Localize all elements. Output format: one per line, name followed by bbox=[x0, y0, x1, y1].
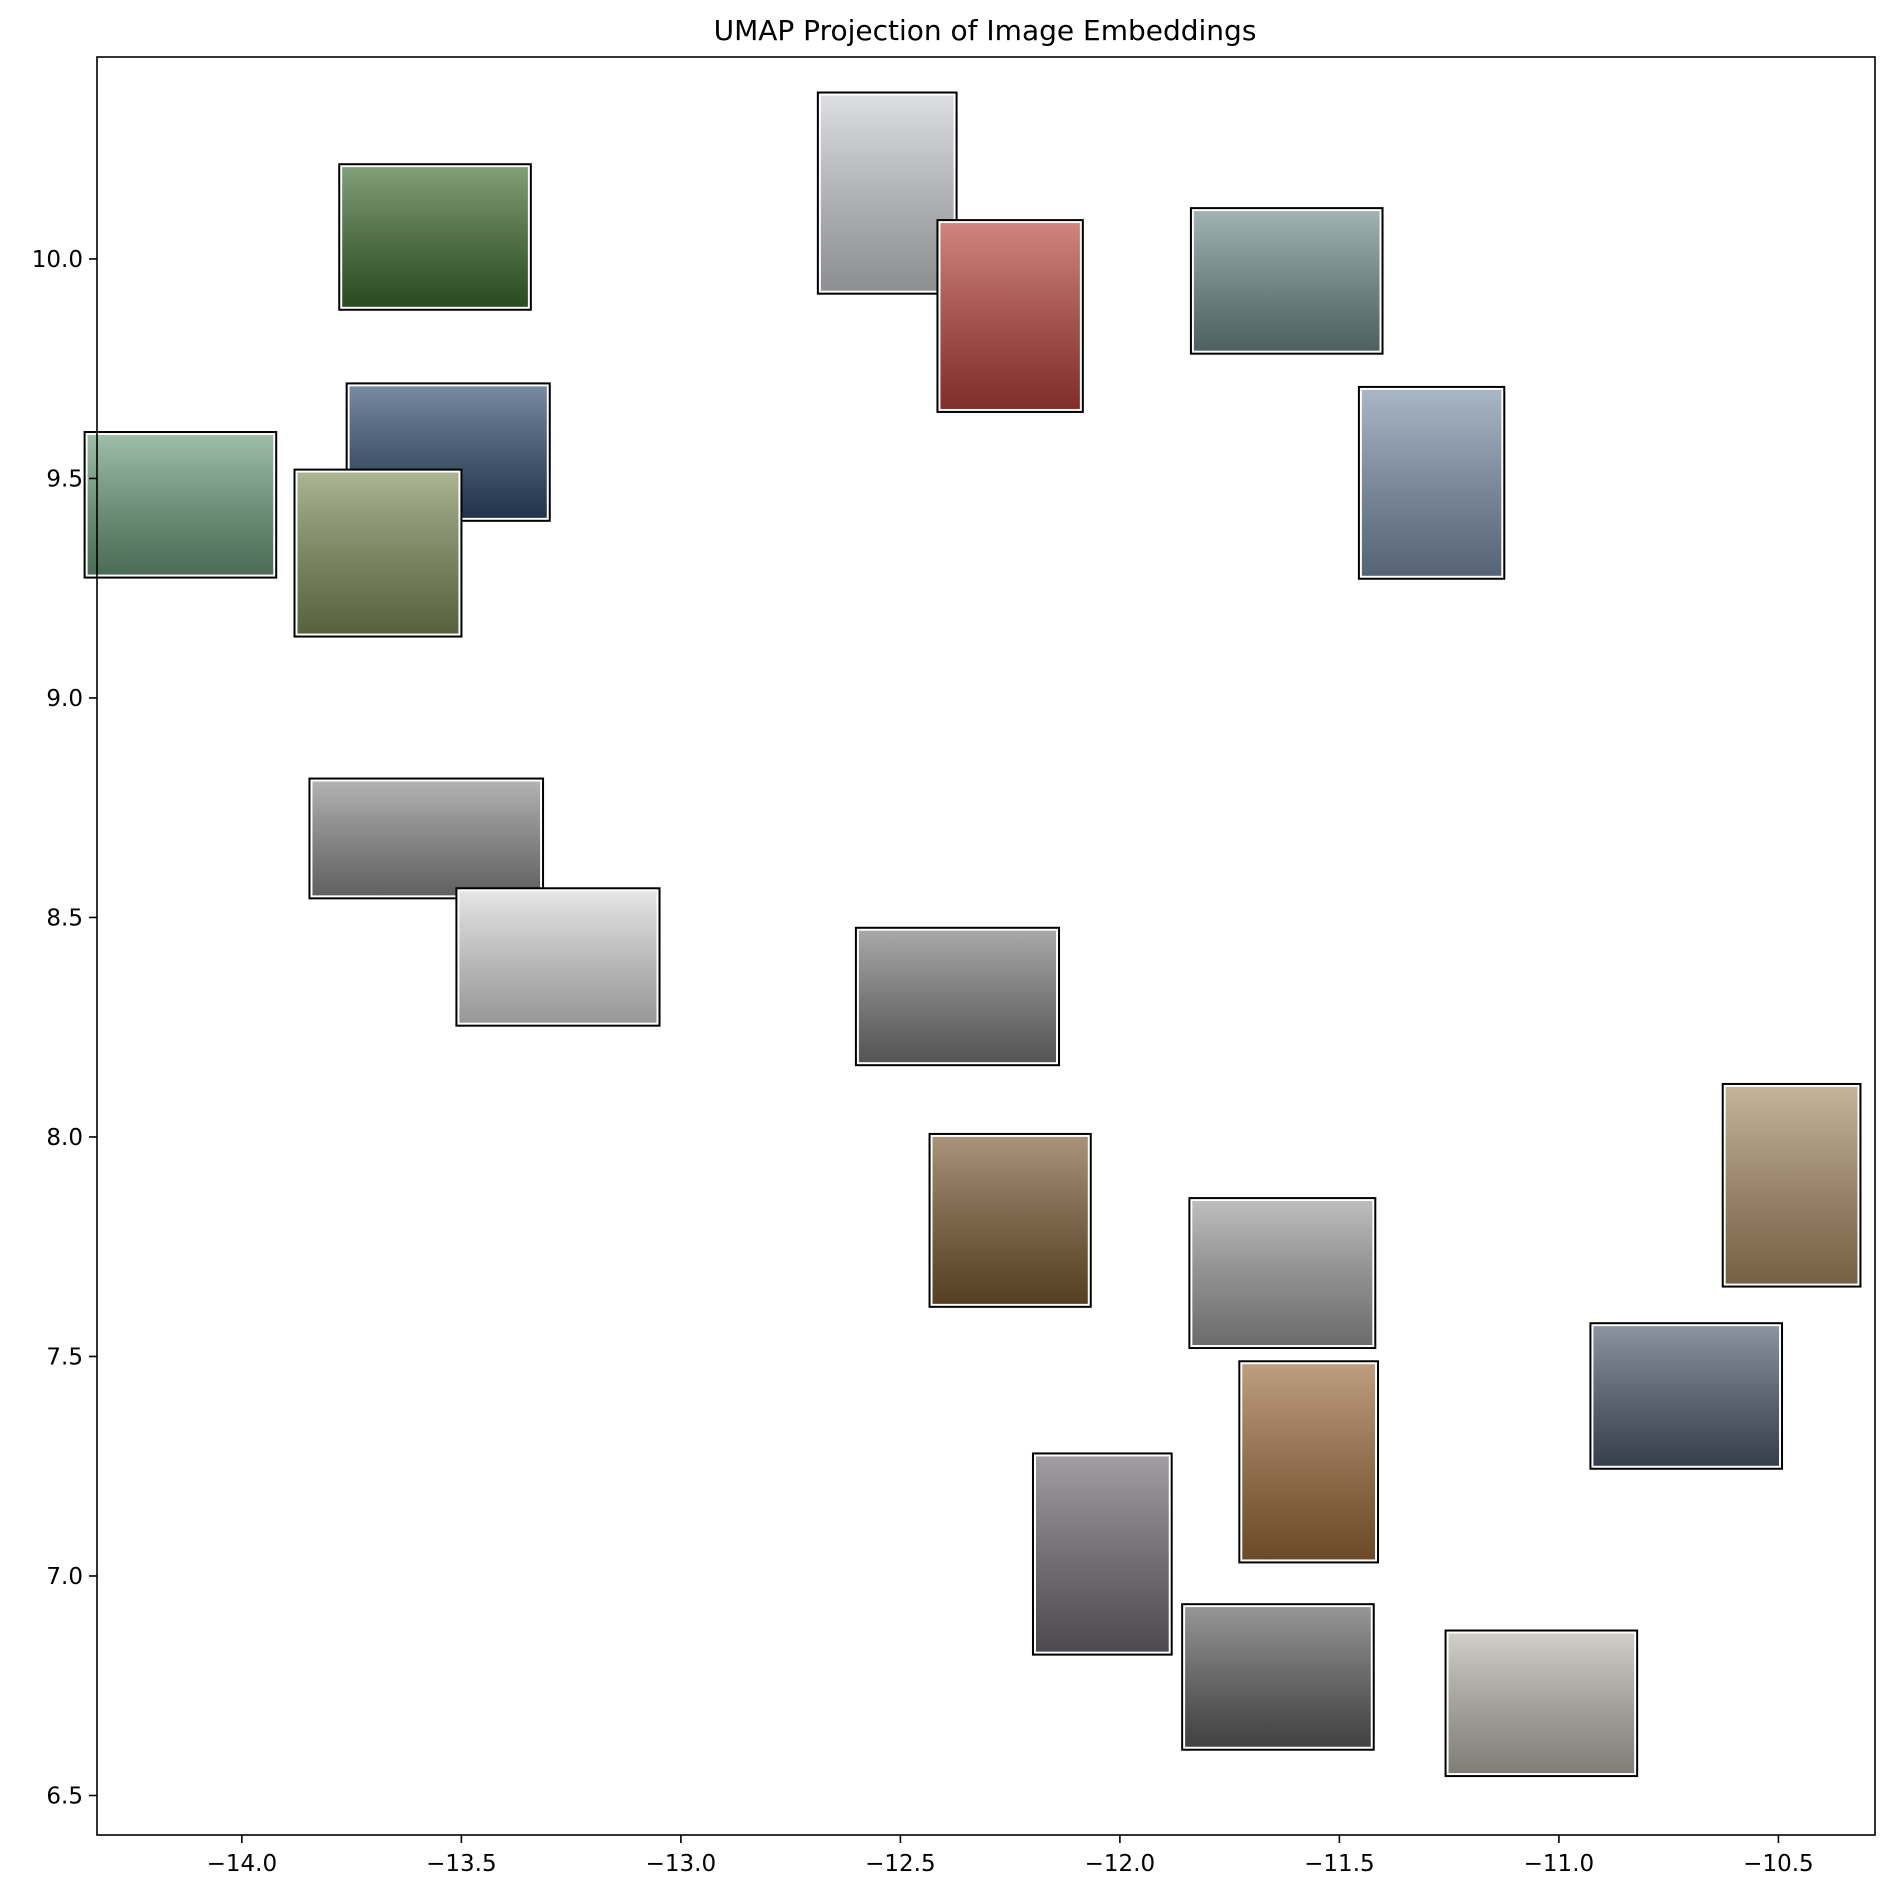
thumbnail-sandwich-plate bbox=[1188, 1197, 1377, 1350]
thumbnail-shading bbox=[858, 930, 1057, 1063]
thumbnail-shading bbox=[297, 472, 459, 634]
thumbnail-stop-sign bbox=[1357, 385, 1506, 580]
thumbnail-group-of-kids bbox=[83, 431, 278, 579]
thumbnail-baseball-runner bbox=[293, 468, 463, 638]
thumbnail-paddleboarder bbox=[308, 777, 545, 900]
thumbnail-shading bbox=[940, 223, 1080, 409]
thumbnail-bedroom bbox=[1589, 1322, 1784, 1470]
thumbnail-harbour-bridge-planes bbox=[816, 91, 958, 295]
thumbnail-zebras bbox=[854, 926, 1061, 1067]
thumbnail-desktop-computer bbox=[1444, 1629, 1639, 1778]
y-tick-label: 8.0 bbox=[46, 1125, 83, 1151]
thumbnail-shading bbox=[1192, 1201, 1373, 1346]
x-tick-label: −12.5 bbox=[865, 1851, 935, 1877]
thumbnail-brown-bear bbox=[928, 1132, 1092, 1308]
thumbnail-woman-with-phone bbox=[1031, 1452, 1173, 1656]
thumbnail-shading bbox=[1361, 389, 1502, 576]
thumbnail-shading bbox=[1035, 1456, 1169, 1652]
thumbnail-shading bbox=[459, 891, 657, 1023]
y-axis: 6.5 7.0 7.5 8.0 8.5 9.0 9.5 10.0 bbox=[32, 247, 97, 1809]
thumbnail-shading bbox=[1193, 211, 1380, 351]
x-axis: −14.0 −13.5 −13.0 −12.5 −12.0 −11.5 −11.0 −10.5 bbox=[207, 1835, 1814, 1877]
thumbnail-shading bbox=[1185, 1607, 1371, 1747]
y-tick-label: 7.5 bbox=[46, 1344, 83, 1370]
thumbnail-shading bbox=[1242, 1364, 1376, 1560]
thumbnail-shading bbox=[1725, 1086, 1858, 1284]
thumbnail-shading bbox=[820, 95, 954, 291]
thumbnail-shading bbox=[1448, 1633, 1635, 1774]
thumbnail-kitchen bbox=[1721, 1082, 1862, 1288]
thumbnail-red-double-decker-bus bbox=[936, 219, 1084, 413]
y-tick-label: 9.5 bbox=[46, 466, 83, 492]
x-tick-label: −14.0 bbox=[207, 1851, 277, 1877]
y-tick-label: 10.0 bbox=[32, 247, 83, 273]
chart-title: UMAP Projection of Image Embeddings bbox=[714, 14, 1257, 47]
y-tick-label: 9.0 bbox=[46, 686, 83, 712]
thumbnail-highway-overpass-signs bbox=[1189, 207, 1384, 355]
thumbnail-teddy-bears bbox=[1238, 1360, 1380, 1564]
thumbnail-shading bbox=[342, 167, 528, 307]
x-tick-label: −11.5 bbox=[1304, 1851, 1374, 1877]
thumbnail-shading bbox=[932, 1136, 1088, 1304]
thumbnail-shading bbox=[87, 435, 274, 575]
x-tick-label: −10.5 bbox=[1743, 1851, 1813, 1877]
y-tick-label: 7.0 bbox=[46, 1564, 83, 1590]
thumbnail-shading bbox=[312, 781, 541, 896]
thumbnail-skier bbox=[455, 887, 661, 1027]
thumbnail-cat-on-laptop bbox=[1181, 1603, 1375, 1751]
y-tick-label: 8.5 bbox=[46, 905, 83, 931]
thumbnail-baseball-game bbox=[338, 163, 532, 311]
x-tick-label: −13.5 bbox=[426, 1851, 496, 1877]
image-thumbnails bbox=[83, 91, 1862, 1778]
y-tick-label: 6.5 bbox=[46, 1783, 83, 1809]
plot-area-frame bbox=[96, 56, 1876, 1836]
x-tick-label: −12.0 bbox=[1085, 1851, 1155, 1877]
x-tick-label: −13.0 bbox=[646, 1851, 716, 1877]
thumbnail-shading bbox=[1593, 1326, 1780, 1466]
x-tick-label: −11.0 bbox=[1524, 1851, 1594, 1877]
